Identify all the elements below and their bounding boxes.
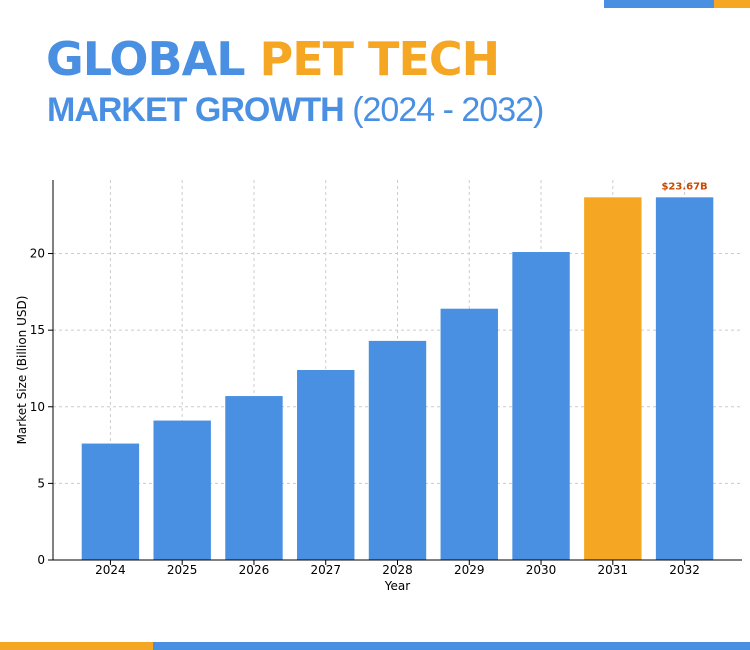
bottom-accent-bar-blue — [153, 642, 750, 650]
x-tick-label: 2025 — [167, 563, 198, 577]
bar-2025 — [153, 420, 211, 560]
bar-2024 — [81, 443, 140, 560]
x-axis-title: Year — [384, 579, 410, 593]
y-tick-label: 5 — [37, 476, 45, 490]
bar-2026 — [225, 396, 283, 560]
y-tick-label: 15 — [30, 323, 45, 337]
title-global: GLOBAL — [46, 32, 246, 86]
y-tick-label: 10 — [30, 400, 45, 414]
page-subtitle: MARKET GROWTH (2024 - 2032) — [47, 90, 544, 130]
y-tick-label: 20 — [30, 247, 45, 261]
x-tick-label: 2028 — [382, 563, 413, 577]
x-tick-label: 2031 — [598, 563, 629, 577]
subtitle-year-range: (2024 - 2032) — [352, 91, 544, 129]
top-accent-bar-blue — [604, 0, 714, 8]
bar-2032 — [655, 197, 714, 560]
bar-2031 — [584, 197, 642, 560]
x-tick-label: 2032 — [669, 563, 700, 577]
x-tick-label: 2029 — [454, 563, 485, 577]
y-tick-label: 0 — [37, 553, 45, 567]
page-title: GLOBAL PET TECH — [46, 30, 501, 88]
bar-2030 — [512, 252, 570, 561]
bar-2028 — [368, 340, 427, 560]
x-tick-label: 2026 — [239, 563, 270, 577]
subtitle-market-growth: MARKET GROWTH — [47, 91, 345, 129]
title-pet-tech: PET TECH — [259, 32, 501, 86]
top-accent-bar-orange — [714, 0, 750, 8]
bar-2029 — [440, 308, 498, 560]
x-tick-label: 2027 — [310, 563, 341, 577]
data-label-2032: $23.67B — [661, 181, 707, 192]
y-axis-title: Market Size (Billion USD) — [15, 296, 29, 445]
x-tick-label: 2030 — [526, 563, 557, 577]
bar-2027 — [297, 370, 355, 560]
x-tick-label: 2024 — [95, 563, 126, 577]
bottom-accent-bar-orange — [0, 642, 153, 650]
